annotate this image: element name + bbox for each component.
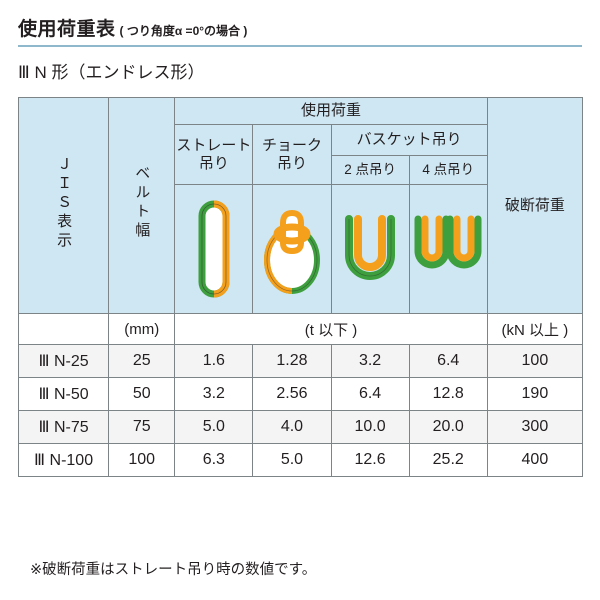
basket-2point-sling-icon-svg: [345, 215, 396, 280]
cell-basket-4point: 12.8: [408, 377, 488, 411]
header-working-load-group: 使用荷重: [174, 97, 488, 125]
cell-basket-2point: 3.2: [330, 344, 410, 378]
cell-basket-2point: 12.6: [330, 443, 410, 477]
header-straight-line1: ストレート: [176, 137, 252, 155]
units-jis: [17, 313, 110, 345]
cell-belt-width: 50: [108, 377, 176, 411]
cell-jis: Ⅲ N-25: [17, 344, 110, 378]
cell-basket-2point: 10.0: [330, 410, 410, 444]
cell-breaking-load: 400: [486, 443, 584, 477]
cell-straight: 3.2: [174, 377, 254, 411]
section-heading: Ⅲ N 形（エンドレス形）: [18, 63, 205, 82]
cell-breaking-load: 300: [486, 410, 584, 444]
cell-belt-width: 100: [108, 443, 176, 477]
basket-4point-sling-icon-svg: [414, 215, 482, 269]
spec-table-wrapper: ＪＩＳ表示 ベルト幅 使用荷重 破断荷重 ストレート: [17, 97, 584, 477]
header-choke-line1: チョーク: [261, 137, 322, 155]
illustration-cell-basket-2point: [330, 184, 410, 314]
table-row: Ⅲ N-50 50 3.2 2.56 6.4 12.8 190: [17, 377, 584, 411]
units-breaking-load: (kN 以上 ): [486, 313, 584, 345]
header-belt-width: ベルト幅: [108, 97, 176, 314]
cell-straight: 6.3: [174, 443, 254, 477]
cell-breaking-load: 100: [486, 344, 584, 378]
cell-basket-4point: 20.0: [408, 410, 488, 444]
cell-straight: 5.0: [174, 410, 254, 444]
cell-choke: 5.0: [252, 443, 332, 477]
illustration-cell-straight: [174, 184, 254, 314]
header-straight-line2: 吊り: [198, 154, 229, 172]
cell-choke: 1.28: [252, 344, 332, 378]
header-belt-width-label: ベルト幅: [133, 165, 151, 241]
basket-2point-sling-icon: [332, 185, 409, 313]
page-title-sub: ( つり角度α =0°の場合 ): [119, 24, 248, 38]
header-basket-4point-label: 4 点吊り: [422, 162, 475, 177]
choke-sling-icon: [253, 185, 330, 313]
straight-sling-icon-svg: [198, 200, 230, 298]
header-basket-2point: 2 点吊り: [330, 155, 410, 185]
cell-jis: Ⅲ N-50: [17, 377, 110, 411]
header-jis-label: ＪＩＳ表示: [55, 155, 73, 251]
header-choke-line2: 吊り: [276, 154, 307, 172]
cell-jis: Ⅲ N-100: [17, 443, 110, 477]
footnote: ※破断荷重はストレート吊り時の数値です。: [30, 562, 317, 578]
header-working-load-label: 使用荷重: [301, 102, 362, 119]
table-header-illustration-row: [19, 184, 583, 314]
table-header-row-2: ストレート 吊り チョーク 吊り バスケット吊り: [19, 124, 583, 185]
choke-sling-icon-svg: [263, 209, 320, 294]
units-working-load: (t 以下 ): [174, 313, 488, 345]
page-title: 使用荷重表 ( つり角度α =0°の場合 ): [18, 14, 582, 44]
illustration-cell-choke: [252, 184, 332, 314]
page-title-main: 使用荷重表: [18, 19, 116, 40]
illustration-cell-basket-4point: [408, 184, 488, 314]
header-basket-label: バスケット吊り: [356, 131, 462, 148]
cell-basket-4point: 6.4: [408, 344, 488, 378]
cell-belt-width: 25: [108, 344, 176, 378]
table-row: Ⅲ N-75 75 5.0 4.0 10.0 20.0 300: [17, 410, 584, 444]
header-basket-group: バスケット吊り: [330, 124, 488, 156]
header-breaking-load: 破断荷重: [486, 97, 584, 314]
header-choke-sling: チョーク 吊り: [252, 124, 332, 185]
table-header-row-1: ＪＩＳ表示 ベルト幅 使用荷重 破断荷重: [17, 97, 584, 314]
cell-basket-4point: 25.2: [408, 443, 488, 477]
header-breaking-load-label: 破断荷重: [504, 196, 565, 214]
header-basket-4point: 4 点吊り: [408, 155, 488, 185]
table-row: Ⅲ N-25 25 1.6 1.28 3.2 6.4 100: [17, 344, 584, 378]
cell-breaking-load: 190: [486, 377, 584, 411]
straight-sling-icon: [175, 185, 252, 313]
title-divider: [18, 45, 582, 47]
header-basket-2point-label: 2 点吊り: [344, 162, 396, 177]
cell-choke: 2.56: [252, 377, 332, 411]
header-jis: ＪＩＳ表示: [17, 97, 110, 314]
header-straight-sling: ストレート 吊り: [174, 124, 254, 185]
cell-choke: 4.0: [252, 410, 332, 444]
table-row: Ⅲ N-100 100 6.3 5.0 12.6 25.2 400: [17, 443, 584, 477]
basket-4point-sling-icon: [410, 185, 487, 313]
cell-jis: Ⅲ N-75: [17, 410, 110, 444]
table-header-row-3: 2 点吊り 4 点吊り: [19, 155, 583, 185]
spec-table: ＪＩＳ表示 ベルト幅 使用荷重 破断荷重 ストレート: [17, 97, 584, 477]
cell-straight: 1.6: [174, 344, 254, 378]
cell-belt-width: 75: [108, 410, 176, 444]
table-units-row: (mm) (t 以下 ) (kN 以上 ): [17, 313, 584, 345]
units-belt-width: (mm): [108, 313, 176, 345]
cell-basket-2point: 6.4: [330, 377, 410, 411]
